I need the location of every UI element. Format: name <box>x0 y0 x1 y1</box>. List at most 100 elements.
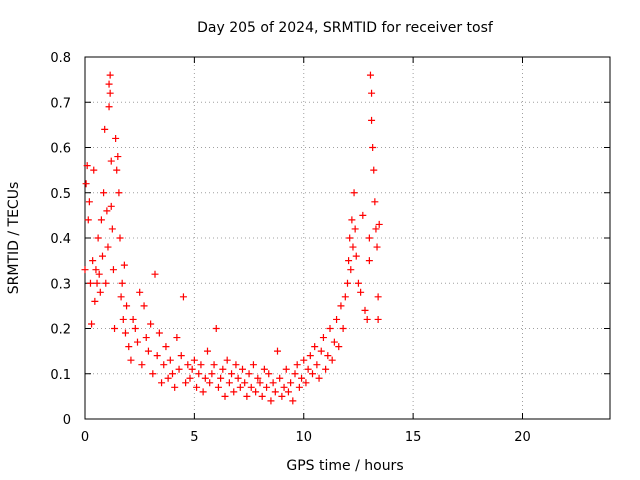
data-point <box>118 279 126 287</box>
data-point <box>138 361 146 369</box>
data-point <box>265 370 273 378</box>
data-point <box>219 365 227 373</box>
data-point <box>90 166 98 174</box>
data-point <box>228 370 236 378</box>
data-point <box>245 370 253 378</box>
data-point <box>365 257 373 265</box>
data-point <box>375 220 383 228</box>
data-point <box>239 365 246 373</box>
data-point <box>123 302 131 310</box>
data-point <box>111 325 119 332</box>
data-point <box>88 320 96 328</box>
data-point <box>282 365 290 373</box>
data-point <box>81 266 89 274</box>
tick-layer <box>84 56 610 420</box>
data-point <box>86 279 94 287</box>
data-point <box>100 189 108 197</box>
data-point <box>104 243 112 251</box>
data-point <box>182 379 190 387</box>
data-point <box>89 257 97 265</box>
data-point <box>177 352 185 360</box>
data-point <box>223 356 231 364</box>
data-point <box>84 216 92 224</box>
data-point <box>291 370 299 378</box>
data-point <box>304 365 312 373</box>
data-point <box>121 329 129 337</box>
data-point <box>186 374 194 382</box>
data-point <box>204 347 211 355</box>
data-point <box>105 80 113 88</box>
data-point <box>319 334 327 342</box>
data-point <box>345 257 353 265</box>
data-point <box>357 288 365 296</box>
data-point <box>106 89 114 97</box>
data-point <box>91 297 99 305</box>
data-points <box>81 71 383 405</box>
y-tick-label: 0.7 <box>50 96 71 111</box>
data-point <box>117 293 125 301</box>
data-point <box>155 329 163 337</box>
data-point <box>83 162 91 170</box>
data-point <box>197 361 205 369</box>
data-point <box>162 343 170 351</box>
data-point <box>374 315 382 323</box>
data-point <box>368 116 376 124</box>
data-point <box>208 370 216 378</box>
x-tick-label: 20 <box>514 430 531 445</box>
data-point <box>129 315 137 323</box>
data-point <box>369 144 377 151</box>
data-point <box>300 356 308 364</box>
data-point <box>374 293 382 301</box>
data-point <box>269 379 277 387</box>
data-point <box>82 180 90 188</box>
data-point <box>241 379 249 387</box>
y-tick-label: 0.1 <box>50 368 71 383</box>
y-tick-label: 0.2 <box>50 323 71 338</box>
y-tick-labels: 0 0.1 0.2 0.3 0.4 0.5 0.6 0.7 0.8 <box>50 51 71 428</box>
data-point <box>136 288 144 296</box>
data-point <box>346 234 354 242</box>
data-point <box>188 365 196 373</box>
data-point <box>85 198 93 206</box>
data-point <box>171 383 179 391</box>
data-point <box>234 374 242 382</box>
data-point <box>107 157 115 165</box>
data-point <box>175 365 183 373</box>
data-point <box>232 361 240 369</box>
data-point <box>153 352 161 360</box>
data-point <box>252 388 260 396</box>
data-point <box>114 153 122 161</box>
data-point <box>109 266 117 274</box>
x-tick-label: 0 <box>81 430 89 445</box>
x-tick-labels: 0 5 10 15 20 <box>81 430 531 445</box>
data-point <box>184 361 192 369</box>
data-point <box>120 261 128 269</box>
data-point <box>371 198 379 206</box>
data-point <box>190 356 198 364</box>
data-point <box>212 325 220 332</box>
data-point <box>328 356 336 364</box>
data-point <box>92 266 100 274</box>
data-point <box>201 374 209 382</box>
data-point <box>267 397 275 405</box>
data-point <box>221 392 229 400</box>
chart-title: Day 205 of 2024, SRMTID for receiver tos… <box>197 20 494 36</box>
data-point <box>164 374 172 382</box>
data-point <box>313 361 321 369</box>
data-point <box>149 370 157 378</box>
data-point <box>247 383 255 391</box>
data-point <box>298 374 306 382</box>
data-point <box>134 338 141 346</box>
data-point <box>372 225 380 233</box>
data-point <box>335 343 343 351</box>
data-point <box>278 392 286 400</box>
data-point <box>354 279 362 287</box>
data-point <box>93 279 101 287</box>
data-point <box>366 71 374 79</box>
data-point <box>230 388 238 396</box>
data-point <box>249 361 257 369</box>
data-point <box>365 234 373 242</box>
data-point <box>295 383 303 391</box>
data-point <box>274 347 281 355</box>
data-point <box>106 71 114 79</box>
